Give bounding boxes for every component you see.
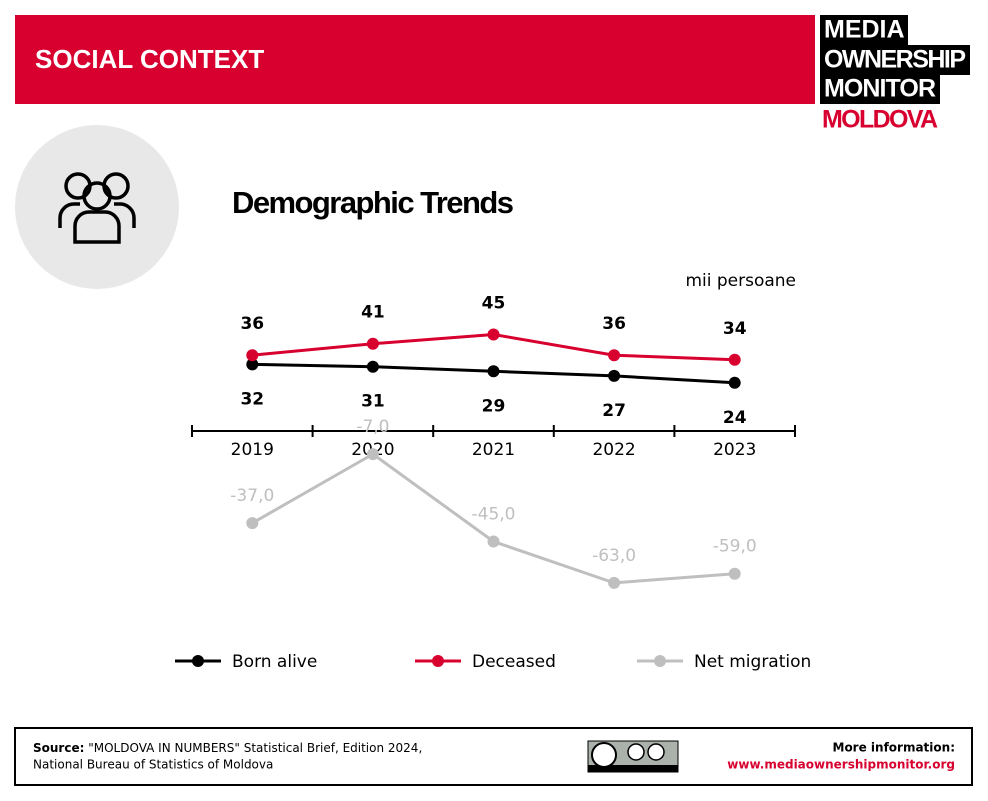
- marker: [728, 376, 741, 389]
- data-label: 32: [240, 389, 264, 409]
- legend-label: Net migration: [694, 652, 811, 672]
- data-label: 24: [723, 408, 747, 428]
- data-label: 41: [361, 303, 385, 323]
- legend-marker: [432, 655, 444, 667]
- marker: [487, 328, 500, 341]
- logo-text: MEDIA: [824, 16, 905, 44]
- marker: [366, 337, 379, 350]
- data-label: -7,0: [356, 417, 389, 437]
- logo-box: [820, 75, 940, 104]
- data-label: 45: [482, 294, 506, 314]
- legend-marker: [192, 655, 204, 667]
- more-info-label: More information:: [833, 741, 956, 755]
- data-label: -63,0: [592, 546, 636, 566]
- data-label: 31: [361, 392, 385, 412]
- header-bar: [15, 15, 815, 104]
- marker: [728, 567, 741, 580]
- marker: [608, 349, 621, 362]
- logo-country: MOLDOVA: [822, 106, 938, 134]
- marker: [608, 369, 621, 382]
- marker: [246, 358, 259, 371]
- x-tick-label: 2023: [713, 440, 756, 460]
- data-label: -37,0: [230, 486, 274, 506]
- marker: [246, 517, 259, 530]
- x-tick-label: 2019: [231, 440, 274, 460]
- logo-box: [820, 45, 970, 75]
- legend-marker: [654, 655, 666, 667]
- source-label: Source:: [33, 741, 84, 755]
- logo-text: MONITOR: [824, 75, 936, 103]
- marker: [246, 349, 259, 362]
- legend-label: Born alive: [232, 652, 317, 672]
- marker: [366, 360, 379, 373]
- source-line: National Bureau of Statistics of Moldova: [33, 758, 273, 772]
- source: Source: "MOLDOVA IN NUMBERS" Statistical…: [33, 741, 422, 755]
- legend-label: Deceased: [472, 652, 556, 672]
- data-label: -45,0: [472, 505, 516, 525]
- marker: [728, 353, 741, 366]
- icon-circle: [15, 125, 179, 289]
- marker: [487, 365, 500, 378]
- x-tick-label: 2022: [592, 440, 635, 460]
- data-label: 27: [602, 401, 626, 421]
- people-icon: [58, 172, 136, 244]
- data-label: 34: [723, 319, 747, 339]
- data-label: 36: [602, 314, 626, 334]
- logo-text: OWNERSHIP: [824, 46, 966, 74]
- license-badge: [587, 740, 679, 773]
- data-label: 36: [240, 314, 264, 334]
- url[interactable]: www.mediaownershipmonitor.org: [727, 758, 955, 772]
- source-line: "MOLDOVA IN NUMBERS" Statistical Brief, …: [88, 741, 422, 755]
- logo-box: [820, 15, 908, 45]
- footer-box: [14, 727, 973, 786]
- x-tick-label: 2021: [472, 440, 515, 460]
- data-label: 29: [482, 396, 506, 416]
- marker: [366, 448, 379, 461]
- section-title: SOCIAL CONTEXT: [35, 44, 264, 74]
- chart-title: Demographic Trends: [232, 185, 514, 220]
- data-label: -59,0: [713, 537, 757, 557]
- marker: [487, 535, 500, 548]
- marker: [608, 576, 621, 589]
- unit-label: mii persoane: [685, 271, 796, 291]
